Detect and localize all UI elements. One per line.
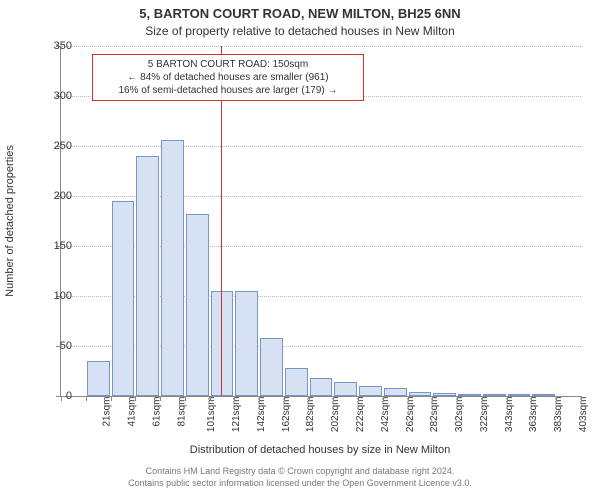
x-tick-label: 403sqm: [578, 397, 589, 433]
x-tick-mark: [531, 396, 532, 401]
y-tick-label: 100: [32, 290, 72, 302]
callout-line-3: 16% of semi-detached houses are larger (…: [99, 84, 357, 97]
histogram-bar: [384, 388, 407, 396]
histogram-bar: [87, 361, 110, 396]
histogram-bar: [433, 393, 456, 396]
x-tick-label: 101sqm: [207, 397, 218, 433]
histogram-bar: [508, 394, 531, 396]
y-tick-label: 200: [32, 190, 72, 202]
x-tick-label: 383sqm: [553, 397, 564, 433]
histogram-bar: [161, 140, 184, 396]
y-tick-label: 150: [32, 240, 72, 252]
x-tick-mark: [358, 396, 359, 401]
x-tick-label: 363sqm: [528, 397, 539, 433]
callout-box: 5 BARTON COURT ROAD: 150sqm ← 84% of det…: [92, 54, 364, 101]
callout-line-2: ← 84% of detached houses are smaller (96…: [99, 71, 357, 84]
x-tick-mark: [507, 396, 508, 401]
x-tick-label: 282sqm: [429, 397, 440, 433]
histogram-bar: [112, 201, 135, 396]
x-tick-label: 142sqm: [256, 397, 267, 433]
histogram-bar: [458, 394, 481, 396]
x-tick-mark: [457, 396, 458, 401]
x-tick-mark: [135, 396, 136, 401]
x-tick-label: 262sqm: [405, 397, 416, 433]
x-tick-label: 343sqm: [504, 397, 515, 433]
chart-title: 5, BARTON COURT ROAD, NEW MILTON, BH25 6…: [0, 6, 600, 21]
x-tick-label: 61sqm: [151, 397, 162, 427]
x-tick-label: 121sqm: [231, 397, 242, 433]
histogram-bar: [260, 338, 283, 396]
histogram-bar: [285, 368, 308, 396]
histogram-bar: [186, 214, 209, 396]
histogram-bar: [483, 394, 506, 396]
chart-subtitle: Size of property relative to detached ho…: [0, 24, 600, 38]
y-tick-label: 0: [32, 390, 72, 402]
x-tick-mark: [185, 396, 186, 401]
x-tick-mark: [408, 396, 409, 401]
footer-line-2: Contains public sector information licen…: [0, 478, 600, 488]
gridline: [61, 146, 581, 147]
x-tick-label: 182sqm: [306, 397, 317, 433]
x-tick-label: 222sqm: [355, 397, 366, 433]
x-tick-label: 21sqm: [102, 397, 113, 427]
callout-line-1: 5 BARTON COURT ROAD: 150sqm: [99, 58, 357, 71]
x-axis-label: Distribution of detached houses by size …: [60, 444, 580, 456]
x-tick-mark: [556, 396, 557, 401]
x-tick-mark: [309, 396, 310, 401]
x-tick-label: 242sqm: [380, 397, 391, 433]
histogram-bar: [235, 291, 258, 396]
y-tick-label: 250: [32, 140, 72, 152]
x-tick-mark: [86, 396, 87, 401]
histogram-bar: [334, 382, 357, 396]
histogram-bar: [359, 386, 382, 396]
x-tick-mark: [383, 396, 384, 401]
histogram-bar: [409, 392, 432, 396]
y-axis-label: Number of detached properties: [4, 145, 16, 297]
x-tick-mark: [333, 396, 334, 401]
x-tick-label: 202sqm: [330, 397, 341, 433]
gridline: [61, 46, 581, 47]
x-tick-mark: [284, 396, 285, 401]
histogram-bar: [532, 394, 555, 396]
x-tick-mark: [581, 396, 582, 401]
x-tick-mark: [160, 396, 161, 401]
x-tick-label: 162sqm: [281, 397, 292, 433]
y-tick-label: 50: [32, 340, 72, 352]
x-tick-mark: [259, 396, 260, 401]
x-tick-label: 41sqm: [127, 397, 138, 427]
y-tick-label: 350: [32, 40, 72, 52]
x-tick-mark: [482, 396, 483, 401]
x-tick-mark: [111, 396, 112, 401]
x-tick-label: 81sqm: [176, 397, 187, 427]
x-tick-label: 302sqm: [454, 397, 465, 433]
x-tick-mark: [234, 396, 235, 401]
histogram-bar: [136, 156, 159, 396]
x-tick-mark: [432, 396, 433, 401]
x-tick-mark: [210, 396, 211, 401]
histogram-bar: [211, 291, 234, 396]
x-tick-label: 322sqm: [479, 397, 490, 433]
footer-line-1: Contains HM Land Registry data © Crown c…: [0, 466, 600, 476]
y-tick-label: 300: [32, 90, 72, 102]
histogram-bar: [310, 378, 333, 396]
